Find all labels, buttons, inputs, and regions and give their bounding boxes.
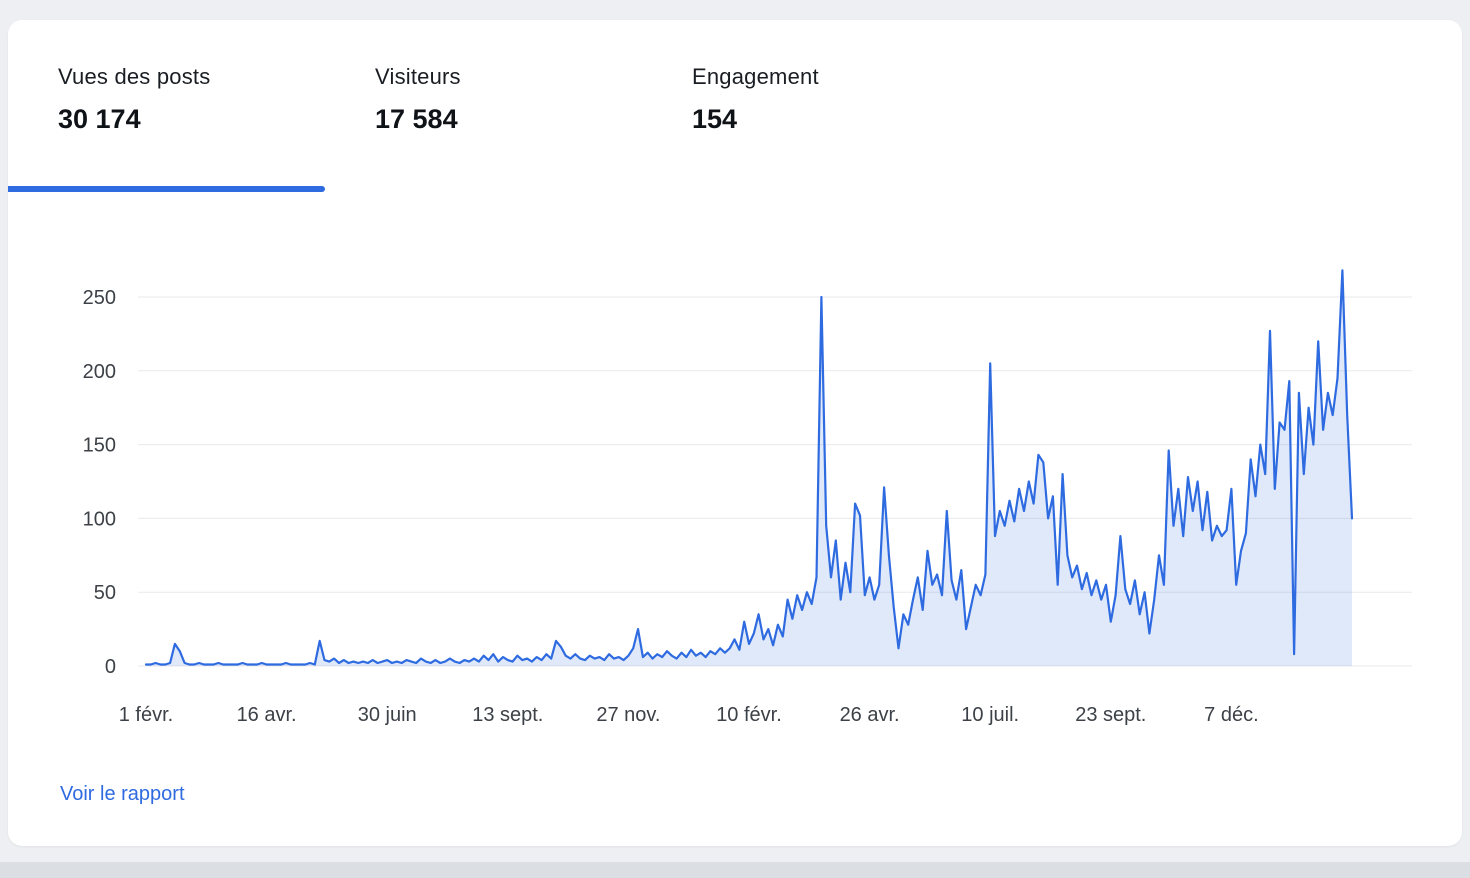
line-series <box>144 269 1354 666</box>
x-axis-tick-label: 27 nov. <box>596 704 660 726</box>
tab-engagement[interactable]: Engagement 154 <box>642 20 959 192</box>
x-axis-tick-label: 7 déc. <box>1204 704 1258 726</box>
tab-post-views-label: Vues des posts <box>58 64 211 89</box>
analytics-card: Vues des posts 30 174 Visiteurs 17 584 E… <box>8 20 1462 846</box>
tab-visitors-value: 17 584 <box>375 104 458 134</box>
y-axis-tick-label: 250 <box>83 287 116 309</box>
x-axis-tick-label: 23 sept. <box>1075 704 1146 726</box>
tab-engagement-value: 154 <box>692 104 738 134</box>
tab-engagement-label: Engagement <box>692 64 819 89</box>
x-axis-tick-label: 13 sept. <box>472 704 543 726</box>
x-axis-tick-label: 16 avr. <box>237 704 297 726</box>
bottom-band <box>0 862 1470 878</box>
y-axis-tick-label: 150 <box>83 435 116 457</box>
tab-post-views[interactable]: Vues des posts 30 174 <box>8 20 325 192</box>
metric-tabs: Vues des posts 30 174 Visiteurs 17 584 E… <box>8 20 1462 192</box>
tab-visitors-label: Visiteurs <box>375 64 461 89</box>
x-axis-tick-label: 10 juil. <box>961 704 1019 726</box>
x-axis-tick-label: 1 févr. <box>119 704 173 726</box>
area-fill <box>146 270 1352 666</box>
report-link[interactable]: Voir le rapport <box>60 783 185 805</box>
x-axis-tick-label: 10 févr. <box>716 704 782 726</box>
y-axis-tick-label: 100 <box>83 508 116 530</box>
tab-post-views-value: 30 174 <box>58 104 141 134</box>
tab-visitors[interactable]: Visiteurs 17 584 <box>325 20 642 192</box>
x-axis-tick-label: 30 juin <box>358 704 417 726</box>
y-axis-tick-label: 50 <box>94 582 116 604</box>
x-axis-tick-label: 26 avr. <box>840 704 900 726</box>
chart-svg[interactable]: 0 50 100 150 200 250 1 févr. 16 avr. 30 juin 13 s… <box>60 250 1430 750</box>
y-axis-tick-label: 200 <box>83 361 116 383</box>
y-axis-tick-label: 0 <box>105 656 116 678</box>
